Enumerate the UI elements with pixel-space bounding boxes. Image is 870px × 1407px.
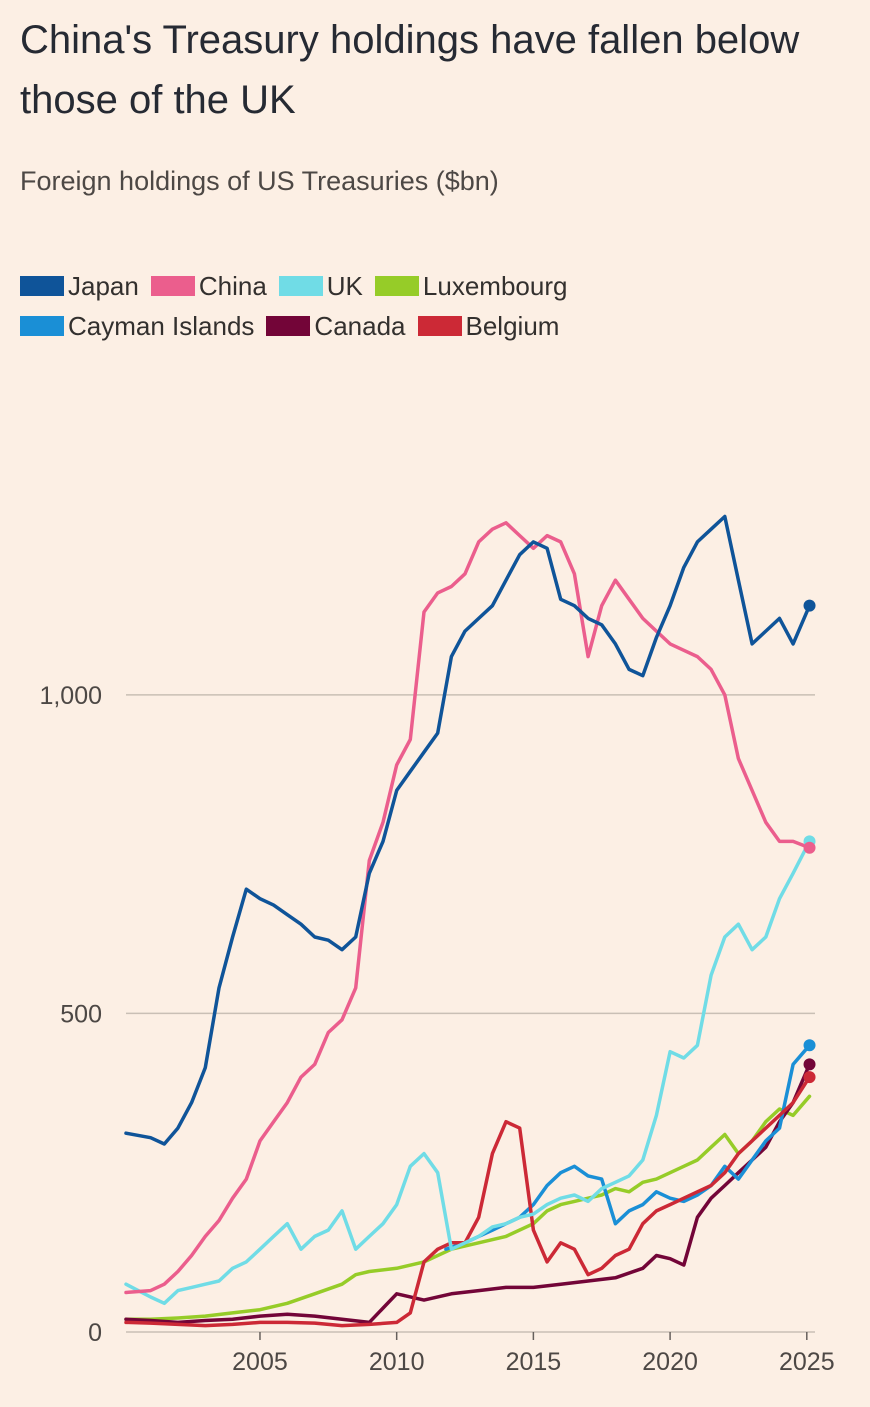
y-tick-label-1-000: 1,000 (39, 682, 102, 710)
legend-swatch-cayman-islands (20, 316, 64, 336)
legend-row-1: Japan China UK Luxembourg (20, 266, 860, 306)
legend-label-belgium: Belgium (465, 310, 560, 341)
x-axis-ticks: 2005 2010 2015 2020 2025 (232, 1332, 835, 1376)
legend-label-luxembourg: Luxembourg (422, 270, 568, 301)
chart-subtitle: Foreign holdings of US Treasuries ($bn) (20, 166, 499, 196)
legend-row-2: Cayman Islands Canada Belgium (20, 306, 860, 346)
legend-swatch-japan (20, 276, 64, 296)
legend-item-luxembourg: Luxembourg (374, 270, 568, 302)
legend-swatch-china (150, 276, 195, 296)
x-tick-label-2005: 2005 (232, 1348, 288, 1376)
series-line-uk (124, 839, 812, 1306)
y-tick-label-0: 0 (88, 1319, 102, 1347)
x-tick-label-2015: 2015 (506, 1348, 562, 1376)
legend-label-cayman-islands: Cayman Islands (68, 310, 255, 341)
legend-label-uk: UK (326, 270, 363, 301)
legend-item-belgium: Belgium (417, 310, 560, 342)
legend-swatch-canada (266, 316, 311, 336)
gridlines (126, 694, 815, 1333)
legend-swatch-belgium (417, 316, 462, 336)
end-marker-china (803, 841, 816, 854)
series-line-canada (124, 1062, 812, 1325)
legend-label-japan: Japan (68, 270, 139, 301)
series-line-japan (124, 514, 812, 1146)
legend-item-cayman-islands: Cayman Islands (20, 311, 254, 342)
series-line-belgium (124, 1075, 812, 1328)
line-chart: 0 500 1,000 2005 2010 2015 2020 2025 (39, 514, 835, 1376)
legend-label-canada: Canada (314, 310, 406, 341)
legend-swatch-luxembourg (374, 276, 419, 296)
x-tick-label-2025: 2025 (779, 1348, 835, 1376)
end-marker-belgium (803, 1071, 816, 1084)
x-tick-label-2010: 2010 (369, 1348, 425, 1376)
end-markers (803, 599, 816, 1084)
chart-title: China's Treasury holdings have fallen be… (20, 18, 800, 122)
legend-item-uk: UK (278, 270, 363, 302)
end-marker-canada (803, 1058, 816, 1071)
end-marker-cayman-islands (803, 1039, 816, 1052)
end-marker-japan (803, 599, 816, 612)
legend-swatch-uk (278, 276, 323, 296)
legend-item-canada: Canada (266, 310, 406, 342)
series-line-china (124, 521, 812, 1295)
y-axis-ticks: 0 500 1,000 (39, 682, 102, 1347)
series-line-luxembourg (124, 1094, 812, 1322)
x-tick-label-2020: 2020 (642, 1348, 698, 1376)
legend-label-china: China (198, 270, 267, 301)
series-line-cayman-islands (444, 1043, 812, 1251)
series-lines (124, 514, 812, 1328)
legend-item-china: China (150, 270, 267, 302)
chart-legend: Japan China UK Luxembourg Cayman Islands… (20, 266, 860, 346)
legend-item-japan: Japan (20, 271, 139, 302)
y-tick-label-500: 500 (60, 1000, 102, 1028)
